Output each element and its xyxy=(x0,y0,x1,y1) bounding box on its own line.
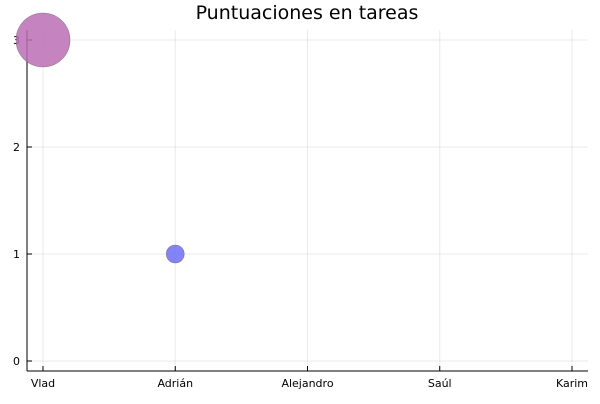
grid-lines xyxy=(27,30,588,371)
y-tick-label: 1 xyxy=(13,248,20,261)
x-tick-label: Karim xyxy=(556,377,588,390)
y-tick-label: 0 xyxy=(13,355,20,368)
x-tick-label: Saúl xyxy=(428,377,452,390)
data-point-adrián xyxy=(165,244,185,264)
x-tick-label: Adrián xyxy=(157,377,193,390)
x-tick-labels: Vlad Adrián Alejandro Saúl Karim xyxy=(31,377,588,390)
y-tick-labels: 0123 xyxy=(13,34,20,368)
data-points xyxy=(15,12,185,264)
y-tick-label: 2 xyxy=(13,141,20,154)
x-tick-label: Alejandro xyxy=(281,377,333,390)
x-tick-label: Vlad xyxy=(31,377,55,390)
chart-title: Puntuaciones en tareas xyxy=(196,2,419,24)
axes xyxy=(26,30,588,372)
data-point-vlad xyxy=(15,12,71,68)
